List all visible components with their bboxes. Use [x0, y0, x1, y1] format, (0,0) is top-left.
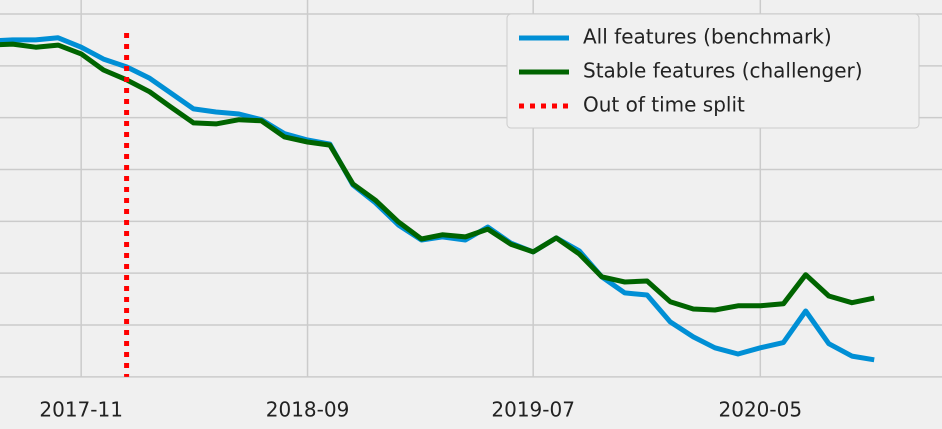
legend-label: Out of time split — [583, 93, 745, 117]
series-line — [0, 41, 875, 313]
legend: All features (benchmark) Stable features … — [506, 13, 920, 129]
legend-label: All features (benchmark) — [583, 25, 832, 49]
plot-area — [0, 33, 875, 377]
x-tick-label: 2020-05 — [719, 398, 803, 422]
x-tick-label: 2017-11 — [39, 398, 123, 422]
x-tick-label: 2019-07 — [491, 398, 575, 422]
legend-label: Stable features (challenger) — [583, 59, 863, 83]
x-tick-label: 2018-09 — [266, 398, 350, 422]
legend-box — [506, 13, 920, 129]
